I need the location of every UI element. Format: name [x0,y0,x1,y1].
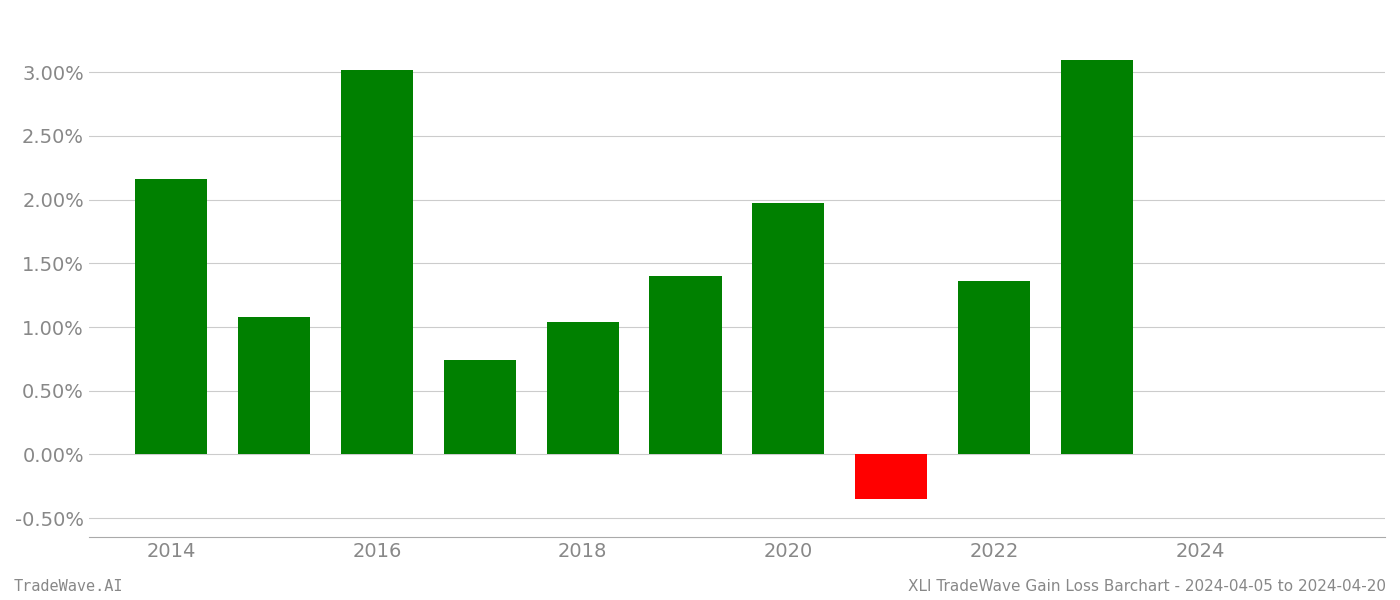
Bar [546,322,619,454]
Bar [136,179,207,454]
Bar [752,203,825,454]
Text: XLI TradeWave Gain Loss Barchart - 2024-04-05 to 2024-04-20: XLI TradeWave Gain Loss Barchart - 2024-… [909,579,1386,594]
Bar [340,70,413,454]
Bar [238,317,309,454]
Text: TradeWave.AI: TradeWave.AI [14,579,123,594]
Bar [855,454,927,499]
Bar [1061,59,1133,454]
Bar [444,360,515,454]
Bar [650,276,721,454]
Bar [958,281,1030,454]
